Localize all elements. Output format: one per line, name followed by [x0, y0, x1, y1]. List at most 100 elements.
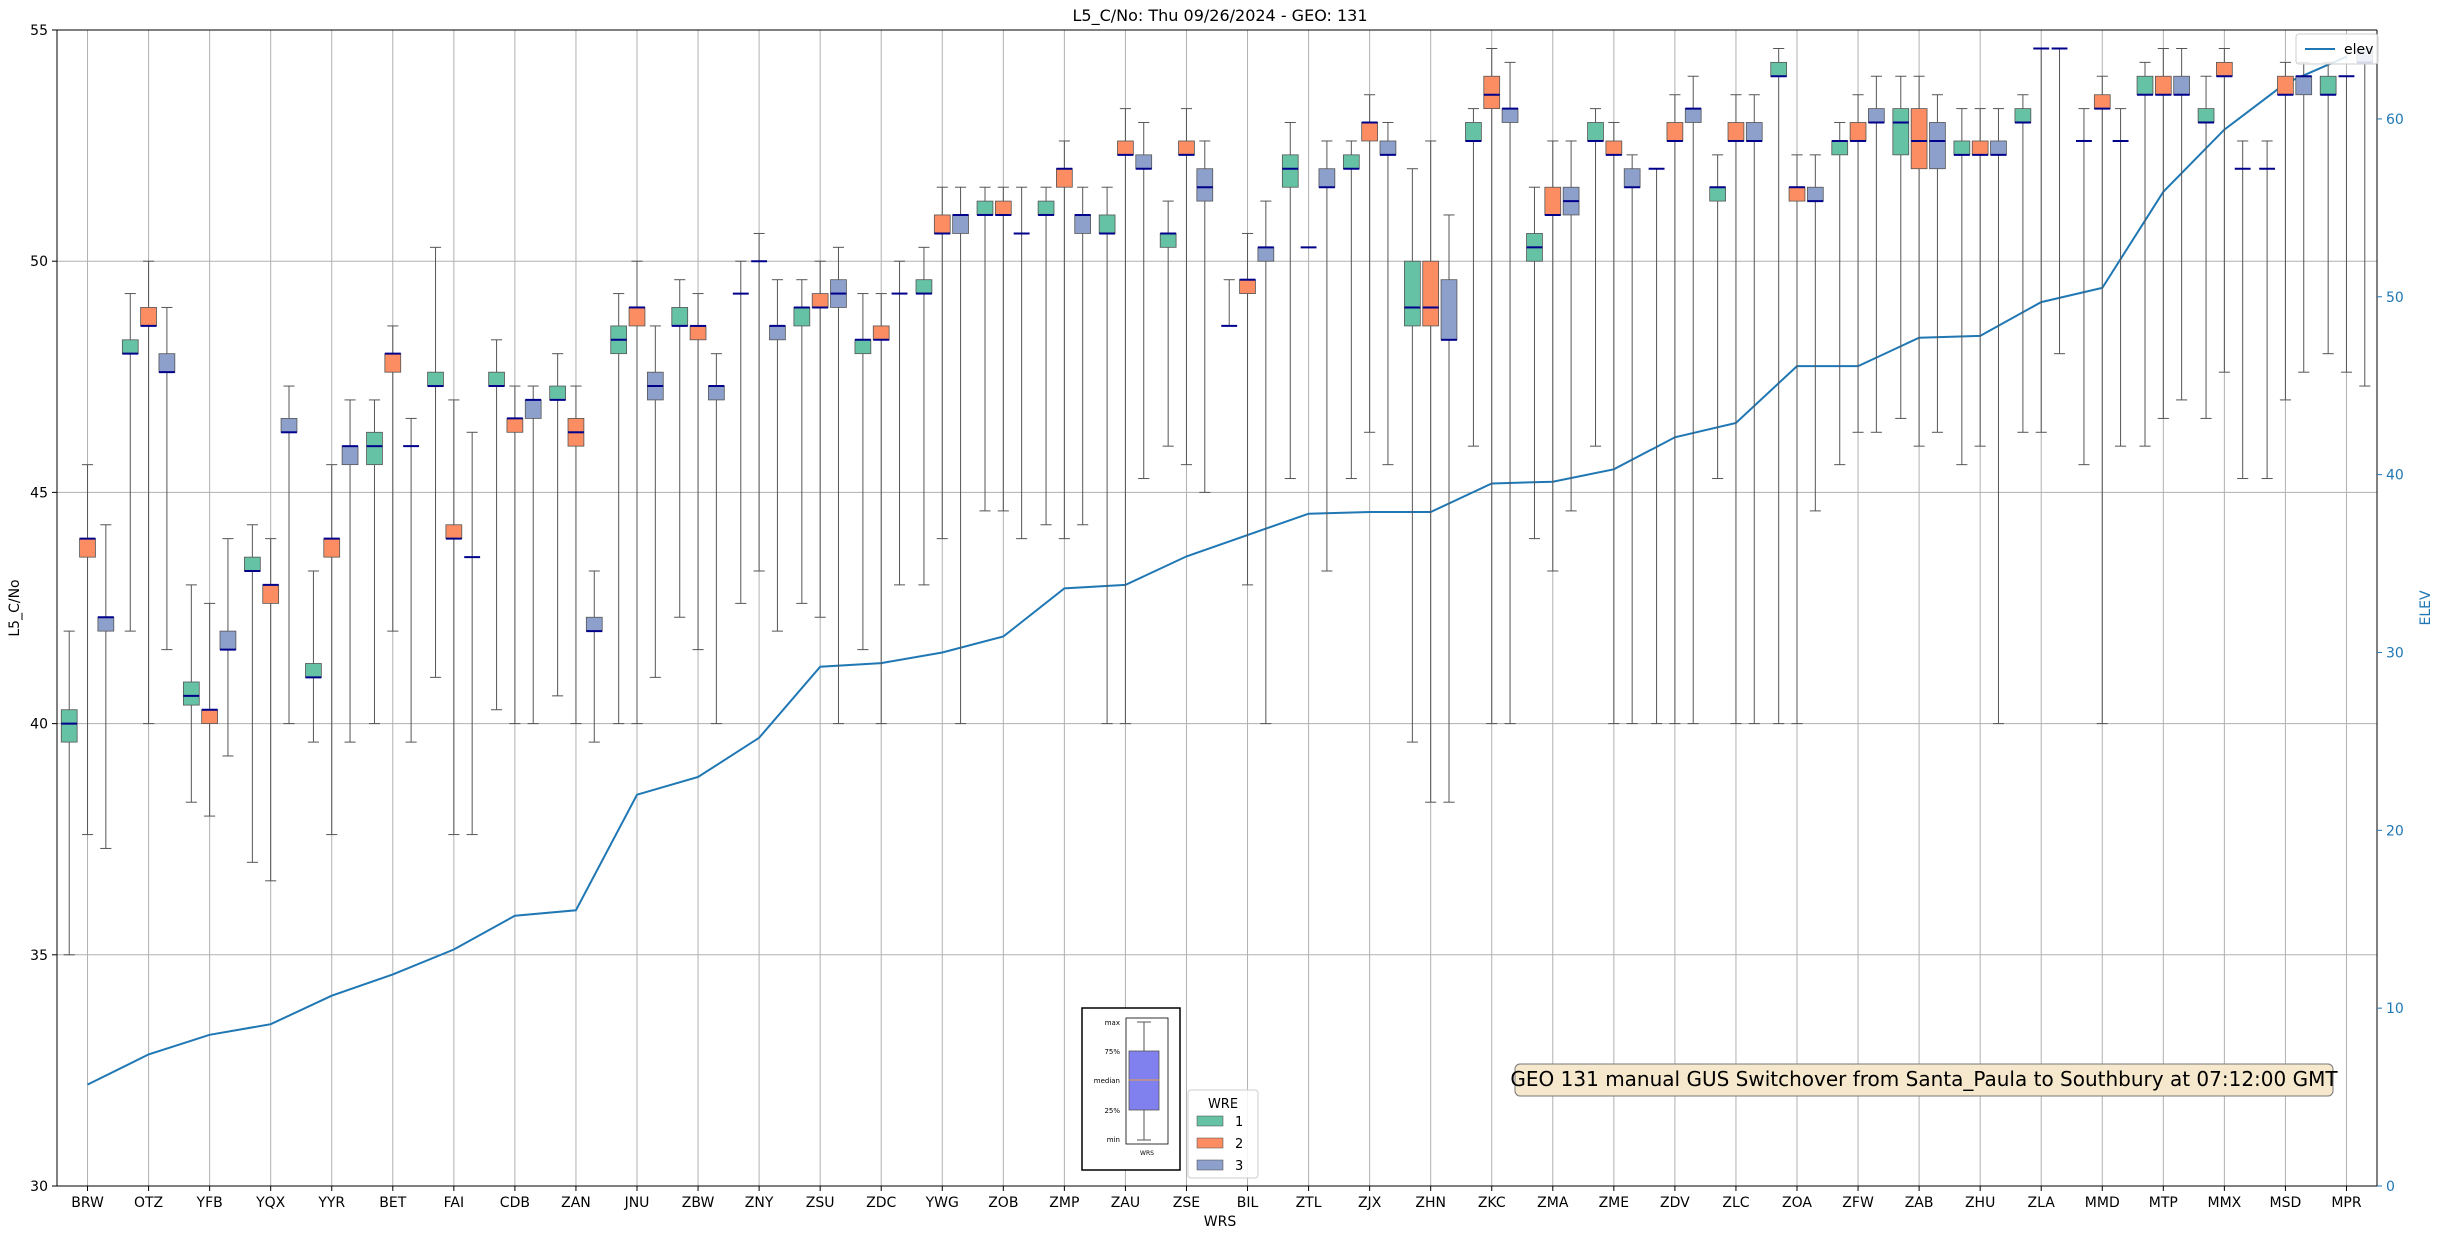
box-MPR-wre2 [2338, 75, 2355, 373]
box-ZDC-wre1 [854, 293, 872, 651]
box-body [1098, 214, 1116, 234]
box-body [341, 445, 359, 466]
x-tick-label: MPR [2331, 1195, 2362, 1211]
box-ZFW-wre3 [1868, 75, 1885, 433]
box-body [1623, 168, 1641, 188]
box-YYR-wre2 [323, 464, 341, 836]
box-body [2014, 108, 2032, 123]
box-body [1404, 260, 1421, 327]
box-body [1196, 168, 1214, 202]
x-tick-label: ZHU [1965, 1195, 1995, 1211]
box-MTP-wre1 [2136, 61, 2154, 447]
box-body [1849, 122, 1867, 142]
y-tick-label: 55 [30, 23, 48, 39]
x-axis-label: WRS [1204, 1214, 1237, 1230]
elev-legend-label: elev [2344, 42, 2373, 58]
box-ZLC-wre3 [1745, 94, 1763, 725]
box-body [1422, 260, 1440, 327]
box-ZFW-wre1 [1831, 121, 1849, 466]
x-tick-label: ZAU [1111, 1195, 1140, 1211]
y2-tick-label: 30 [2386, 645, 2404, 661]
x-tick-label: ZLC [1722, 1195, 1749, 1211]
key-label-max: max [1105, 1019, 1120, 1027]
x-tick-label: OTZ [134, 1195, 163, 1211]
x-tick-label: YWG [925, 1195, 959, 1211]
box-body [1257, 246, 1275, 262]
wre-legend-swatch-1 [1196, 1115, 1224, 1127]
box-body [1953, 140, 1971, 156]
y-tick-label: 30 [30, 1179, 48, 1195]
box-ZMA-wre2 [1544, 140, 1562, 572]
box-body [1788, 186, 1806, 202]
x-tick-label: MMX [2207, 1195, 2241, 1211]
key-label-75: 75% [1104, 1048, 1120, 1056]
elev-series-line [87, 55, 2347, 1086]
box-body [1379, 140, 1397, 156]
box-body [201, 709, 218, 725]
box-body [524, 399, 542, 419]
box-CDB-wre1 [488, 339, 505, 711]
box-ZSE-wre2 [1178, 108, 1195, 466]
y-tick-label: 50 [30, 254, 48, 270]
box-JNU-wre2 [628, 260, 646, 725]
y-tick-label: 35 [30, 948, 48, 964]
x-tick-label: CDB [500, 1195, 530, 1211]
box-ZSE-wre1 [1159, 200, 1177, 447]
box-body [1117, 140, 1134, 156]
box-body [1929, 122, 1946, 170]
elev-legend: elev [2295, 33, 2379, 65]
box-body [872, 325, 890, 341]
box-ZNY-wre1 [732, 260, 749, 604]
box-ZOB-wre1 [976, 186, 994, 512]
box-ZBW-wre1 [671, 279, 689, 618]
wre-legend-label-1: 1 [1235, 1115, 1243, 1130]
box-body [384, 353, 402, 373]
box-YWG-wre1 [915, 246, 933, 586]
axes: 30 35 40 45 50 55 0 10 20 30 40 50 60 BRW OTZ YFB YQX YYR… [30, 23, 2404, 1211]
wre-legend-title: WRE [1208, 1097, 1238, 1112]
box-body [97, 616, 115, 632]
box-body [1501, 108, 1519, 123]
box-BET-wre2 [384, 325, 402, 632]
box-body [262, 584, 280, 604]
wre-legend-label-3: 3 [1235, 1159, 1243, 1174]
box-body [445, 524, 463, 540]
x-tick-label: BRW [71, 1195, 104, 1211]
box-ZKC-wre1 [1465, 108, 1482, 447]
box-ZLA-wre1 [2014, 94, 2032, 433]
box-body [1318, 168, 1336, 188]
box-ZMP-wre3 [1074, 186, 1092, 526]
x-tick-label: MTP [2149, 1195, 2178, 1211]
y-tick-label: 40 [30, 717, 48, 733]
box-body [1056, 168, 1073, 188]
box-body [1159, 233, 1177, 248]
box-ZMA-wre3 [1562, 140, 1580, 512]
box-YYR-wre3 [341, 399, 359, 743]
box-BET-wre1 [366, 399, 383, 725]
box-ZTL-wre3 [1318, 140, 1336, 572]
box-ZAN-wre1 [549, 353, 566, 697]
box-OTZ-wre2 [140, 260, 157, 725]
box-body [1892, 108, 1910, 156]
x-tick-label: MSD [2270, 1195, 2302, 1211]
box-key-diagram: max 75% median 25% min WRS [1081, 1007, 1181, 1171]
x-tick-label: ZDC [866, 1195, 896, 1211]
box-MTP-wre2 [2154, 47, 2172, 419]
box-body [1666, 122, 1684, 142]
box-YFB-wre2 [201, 602, 218, 817]
box-body [2216, 61, 2233, 77]
x-tick-label: MMD [2085, 1195, 2120, 1211]
box-ZAB-wre2 [1910, 75, 1928, 447]
x-tick-label: ZAN [561, 1195, 591, 1211]
box-CDB-wre2 [506, 385, 524, 725]
box-body [60, 709, 78, 743]
x-tick-label: ZAB [1905, 1195, 1934, 1211]
box-body [2277, 75, 2294, 96]
x-tick-label: ZNY [745, 1195, 774, 1211]
box-MSD-wre1 [2259, 140, 2276, 480]
x-tick-label: ZMA [1537, 1195, 1569, 1211]
wre-legend-swatch-3 [1196, 1159, 1224, 1171]
box-MMD-wre3 [2112, 108, 2129, 447]
box-body [1361, 122, 1378, 142]
y2-tick-label: 50 [2386, 290, 2404, 306]
